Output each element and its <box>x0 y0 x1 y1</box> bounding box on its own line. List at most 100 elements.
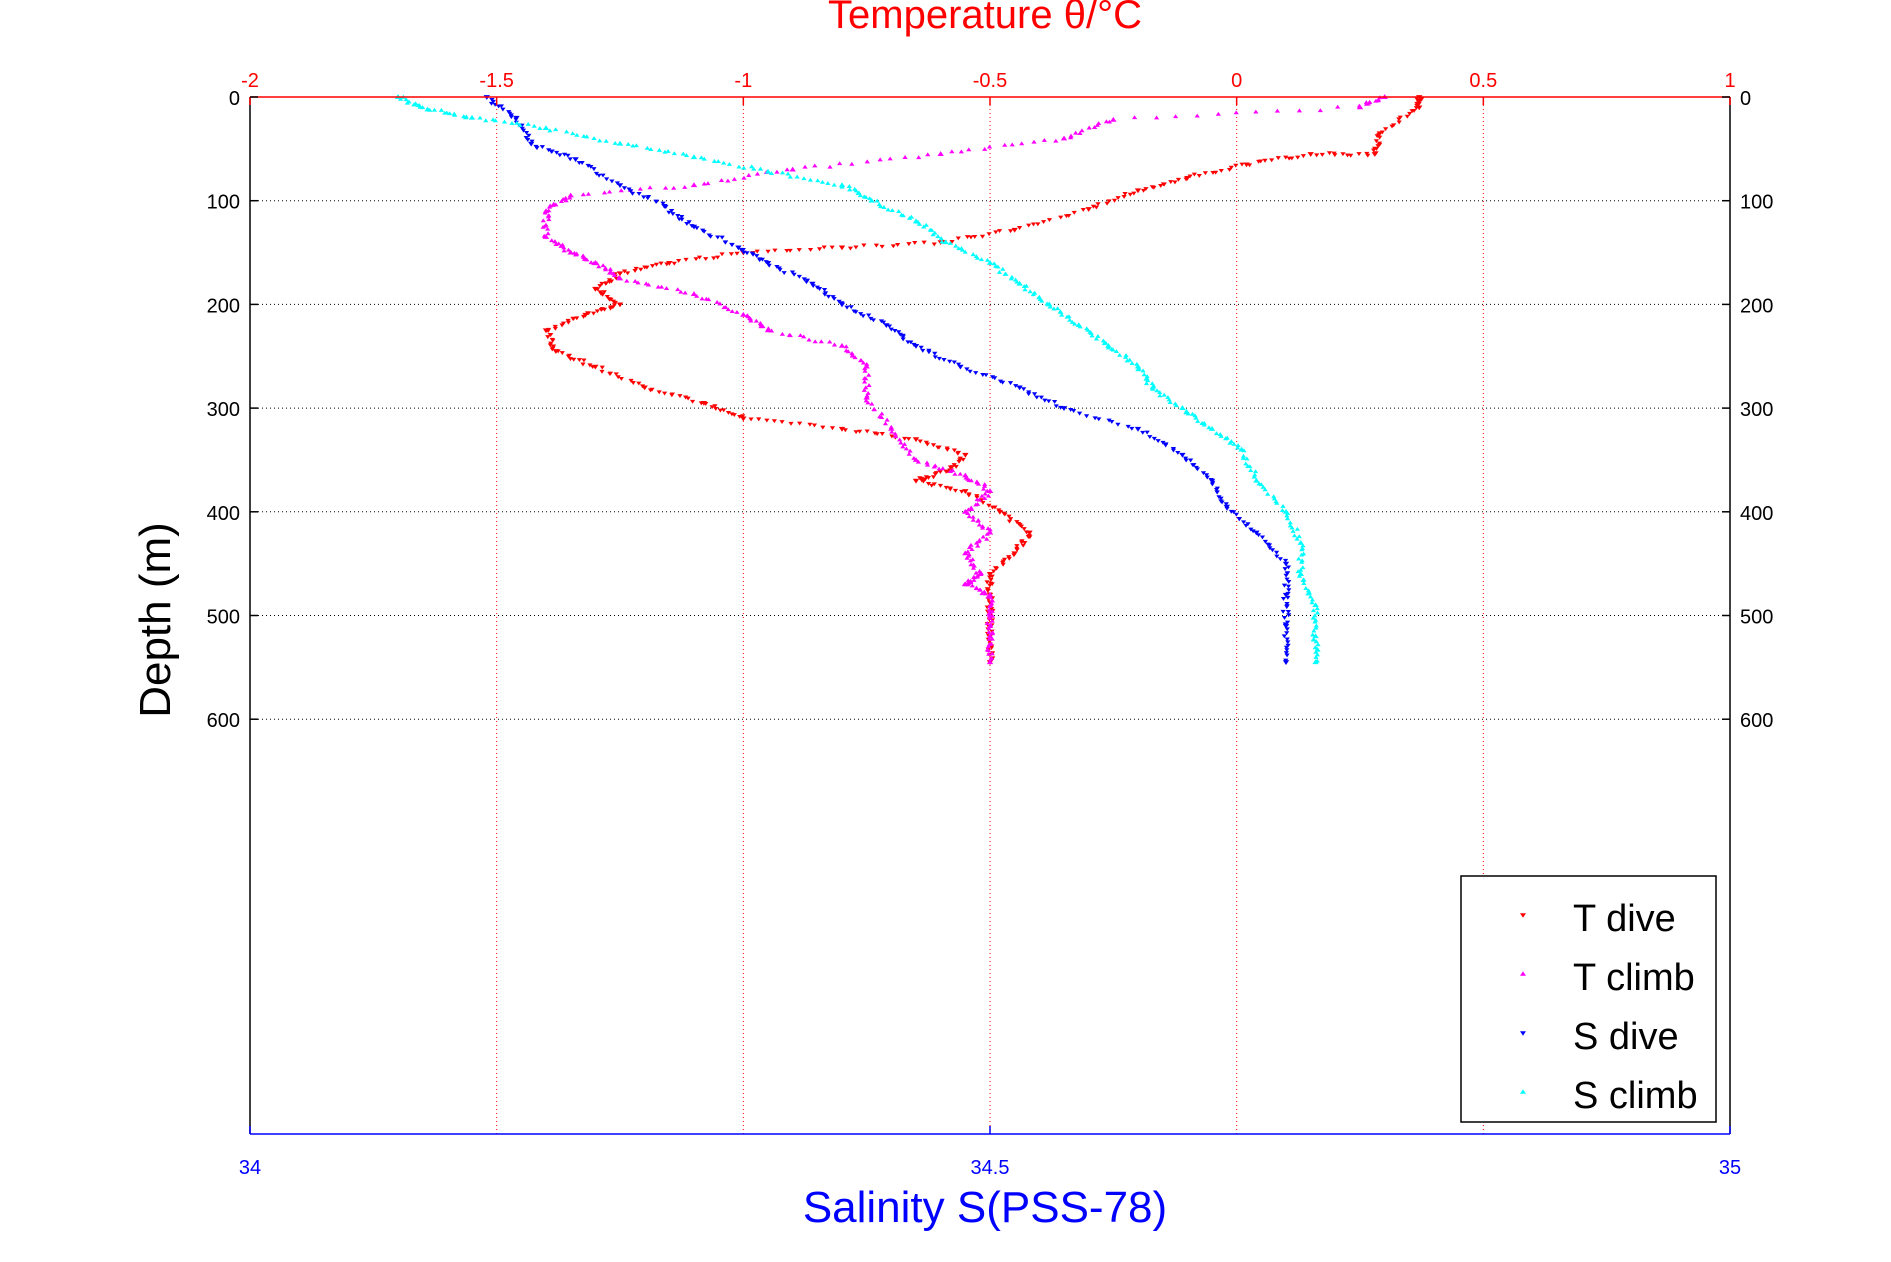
data-point <box>940 466 946 471</box>
data-point <box>669 392 675 397</box>
data-point <box>1284 516 1291 521</box>
data-point <box>1285 595 1291 600</box>
data-point <box>744 251 750 256</box>
data-point <box>1295 569 1301 574</box>
data-point <box>900 337 906 342</box>
data-point <box>930 443 937 448</box>
data-point <box>995 264 1001 269</box>
data-point <box>1374 134 1380 139</box>
data-point <box>580 362 586 367</box>
data-point <box>633 266 639 271</box>
right-tick-label: 0 <box>1740 88 1751 110</box>
data-point <box>764 261 772 266</box>
data-point <box>1011 227 1018 233</box>
data-point <box>984 536 990 541</box>
data-point <box>1209 482 1215 487</box>
data-point <box>606 189 613 194</box>
data-point <box>831 182 837 187</box>
data-point <box>1058 215 1064 220</box>
data-point <box>1046 399 1052 404</box>
data-point <box>550 338 556 343</box>
data-point <box>685 396 691 401</box>
data-point <box>1182 456 1189 461</box>
data-point <box>937 483 944 488</box>
data-point <box>683 257 689 262</box>
data-point <box>463 115 469 120</box>
data-point <box>1281 615 1288 620</box>
data-point <box>981 483 988 488</box>
data-point <box>862 366 868 371</box>
data-point <box>581 358 587 363</box>
data-point <box>736 164 742 169</box>
data-point <box>1285 510 1291 515</box>
data-point <box>1131 191 1137 196</box>
data-point <box>1274 554 1280 559</box>
data-point <box>938 236 944 241</box>
data-point <box>599 369 605 374</box>
data-point <box>902 436 908 441</box>
data-point <box>1022 287 1028 292</box>
data-point <box>1303 586 1309 591</box>
data-point <box>985 589 991 593</box>
data-point <box>768 171 775 175</box>
data-point <box>952 471 958 476</box>
data-point <box>837 161 843 166</box>
data-point <box>618 376 624 381</box>
data-point <box>748 318 754 323</box>
data-point <box>764 168 772 174</box>
right-tick-label: 500 <box>1740 607 1773 629</box>
data-point <box>987 583 993 588</box>
data-point <box>764 418 770 423</box>
data-point <box>879 244 885 249</box>
data-point <box>1013 384 1019 388</box>
data-point <box>1093 336 1100 341</box>
data-point <box>1214 490 1220 495</box>
data-point <box>989 375 996 380</box>
data-point <box>986 636 992 641</box>
data-point <box>1310 608 1317 613</box>
data-point <box>953 243 959 248</box>
data-point <box>1194 467 1201 472</box>
top-tick-label: -0.5 <box>973 70 1007 92</box>
data-point <box>1310 615 1316 620</box>
data-point <box>1239 162 1245 167</box>
data-point <box>1282 660 1290 666</box>
data-point <box>838 182 846 188</box>
data-point <box>967 369 973 374</box>
data-point <box>1125 424 1131 429</box>
data-point <box>1073 130 1079 135</box>
data-point <box>1285 584 1292 589</box>
data-point <box>559 323 565 328</box>
data-point <box>1307 152 1314 157</box>
data-point <box>965 582 971 587</box>
data-point <box>531 123 537 128</box>
data-point <box>1286 156 1292 161</box>
data-point <box>725 411 732 415</box>
data-point <box>951 360 957 365</box>
data-point <box>1282 561 1290 567</box>
data-point <box>964 555 970 560</box>
data-point <box>1284 577 1290 582</box>
data-point <box>986 488 994 493</box>
data-point <box>936 356 942 361</box>
data-point <box>1030 222 1037 227</box>
data-point <box>1233 163 1239 168</box>
data-point <box>520 128 527 133</box>
data-point <box>694 226 700 231</box>
data-point <box>1279 508 1286 513</box>
data-point <box>1356 104 1364 110</box>
data-point <box>1224 506 1230 511</box>
data-point <box>555 349 561 354</box>
data-point <box>976 497 982 502</box>
data-point <box>427 107 433 112</box>
data-point <box>1296 573 1303 578</box>
data-point <box>858 312 864 316</box>
data-point <box>797 421 803 426</box>
data-point <box>935 445 941 450</box>
data-point <box>768 328 775 333</box>
data-point <box>1144 430 1150 435</box>
data-point <box>735 245 742 251</box>
data-point <box>944 446 950 451</box>
data-point <box>588 164 594 169</box>
data-point <box>1271 496 1278 501</box>
